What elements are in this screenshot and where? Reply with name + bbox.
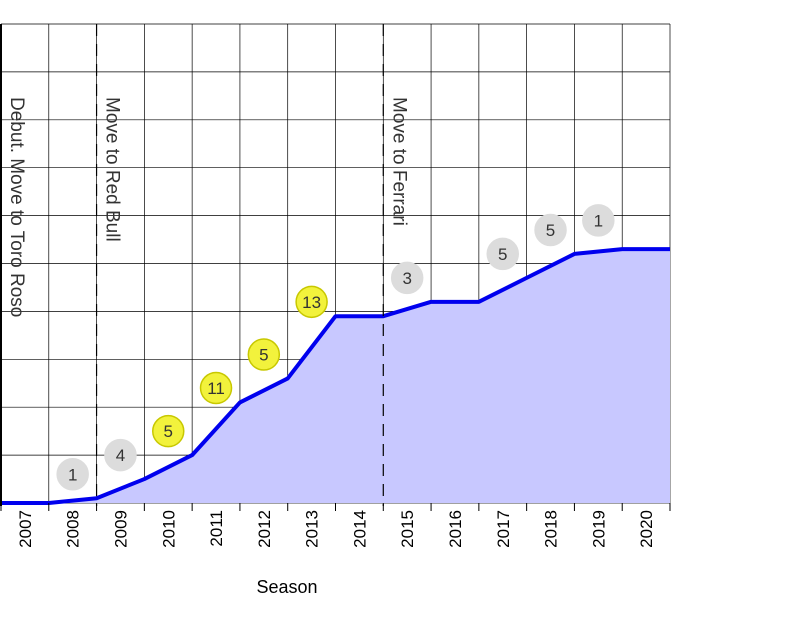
x-tick-label: 2016 [446, 510, 465, 548]
event-label: Move to Ferrari [388, 97, 409, 226]
badge-circle [199, 371, 233, 405]
badge-circle [56, 458, 89, 491]
badge-label: 1 [594, 211, 603, 230]
badge-label: 5 [259, 346, 268, 365]
badge-circle [152, 414, 185, 448]
x-tick-label: 2007 [16, 510, 35, 548]
x-tick-label: 2015 [398, 510, 417, 548]
badges: 1 4 5 11 5 13 3 5 5 1 [56, 204, 615, 491]
area-layer [1, 247, 670, 505]
badge-circle [247, 338, 281, 371]
x-tick-label: 2008 [64, 510, 83, 548]
badge-circle [104, 438, 137, 472]
x-tick-label: 2010 [159, 510, 178, 548]
x-tick-label: 2012 [255, 510, 274, 548]
x-tick-label: 2018 [542, 510, 561, 548]
x-tick-label: 2017 [494, 510, 513, 548]
x-tick-label: 2009 [111, 510, 130, 548]
badge-label: 4 [116, 446, 125, 465]
badge-label: 5 [546, 221, 555, 240]
badge-circle [295, 285, 328, 319]
x-tick-label: 2014 [350, 510, 369, 548]
badge-label: 5 [498, 245, 507, 264]
x-axis-title: Season [256, 577, 317, 597]
x-tick-label: 2019 [589, 510, 608, 548]
x-axis: 2007 2008 2009 2010 2011 2012 2013 2014 2015 2016… [0, 503, 671, 548]
x-tick-label: 2013 [303, 510, 322, 548]
badge-circle [390, 261, 424, 295]
x-tick-label: 2020 [637, 510, 656, 548]
badge-label: 5 [164, 422, 173, 441]
x-tick-label: 2011 [207, 510, 226, 547]
badge-circle [486, 237, 519, 271]
series-line [1, 247, 670, 505]
event-label: Debut. Move to Toro Roso [6, 97, 27, 317]
event-lines: Debut. Move to Toro Roso Move to Red Bull… [0, 24, 409, 506]
badge-label: 3 [402, 269, 411, 288]
badge-circle [582, 204, 615, 237]
badge-circle [534, 213, 567, 247]
series-area-fill [1, 249, 670, 503]
badge-label: 1 [68, 465, 77, 484]
event-label: Move to Red Bull [102, 97, 123, 242]
badge-label: 13 [302, 293, 321, 312]
badge-label: 11 [207, 379, 225, 398]
